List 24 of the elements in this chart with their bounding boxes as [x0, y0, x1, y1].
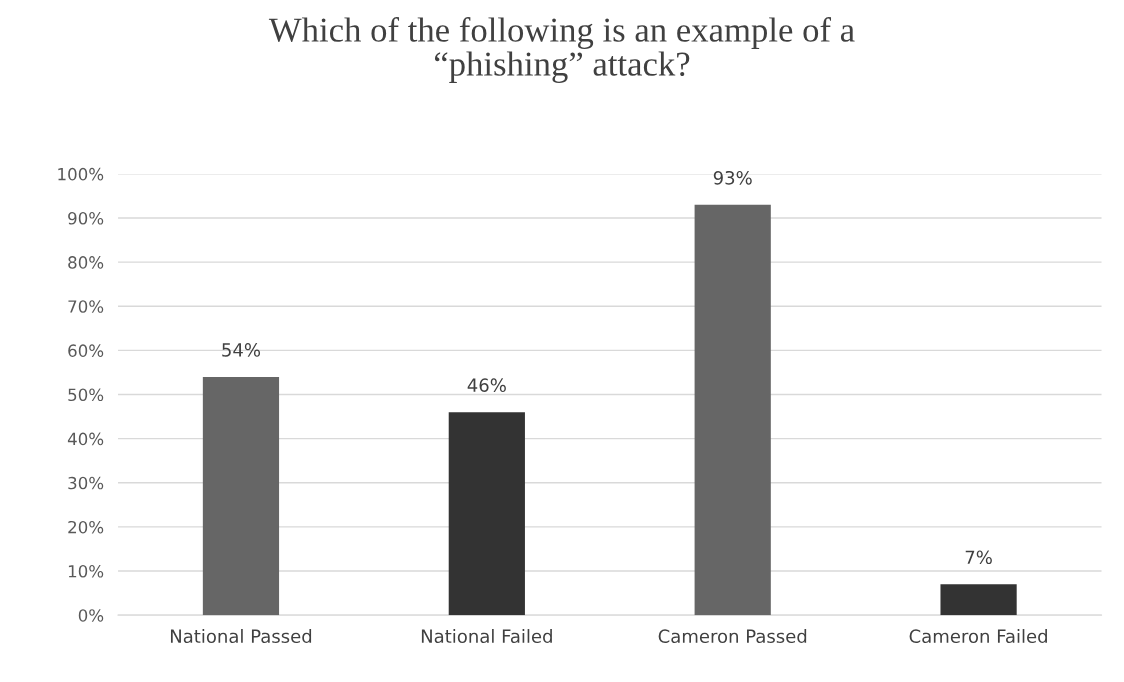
- y-tick-label: 40%: [67, 432, 104, 446]
- y-tick-label: 90%: [68, 212, 104, 225]
- bar: [694, 204, 771, 616]
- y-tick-label: 20%: [68, 520, 104, 534]
- y-tick-label: 30%: [68, 476, 104, 490]
- y-tick-label: 70%: [68, 300, 104, 313]
- data-label: 46%: [467, 378, 506, 393]
- x-tick-label: National Failed: [421, 629, 552, 644]
- data-label: 54%: [222, 343, 261, 357]
- chart-title: Which of the following is an example of a “phishing” attack?: [268, 17, 855, 83]
- y-tick-label: 50%: [68, 388, 104, 402]
- x-tick-label: National Passed: [170, 629, 312, 644]
- x-tick-label: Cameron Failed: [909, 629, 1047, 644]
- y-tick-label: 60%: [68, 344, 104, 357]
- y-tick-label: 10%: [68, 565, 104, 578]
- bar: [202, 376, 280, 616]
- y-tick-label: 100%: [58, 167, 104, 181]
- x-tick-label: Cameron Passed: [658, 629, 807, 644]
- data-label: 7%: [965, 550, 992, 565]
- data-label: 93%: [713, 170, 752, 185]
- bar: [940, 584, 1017, 616]
- y-tick-label: 80%: [68, 256, 104, 269]
- y-tick-label: 0%: [78, 609, 104, 622]
- bar: [448, 412, 525, 616]
